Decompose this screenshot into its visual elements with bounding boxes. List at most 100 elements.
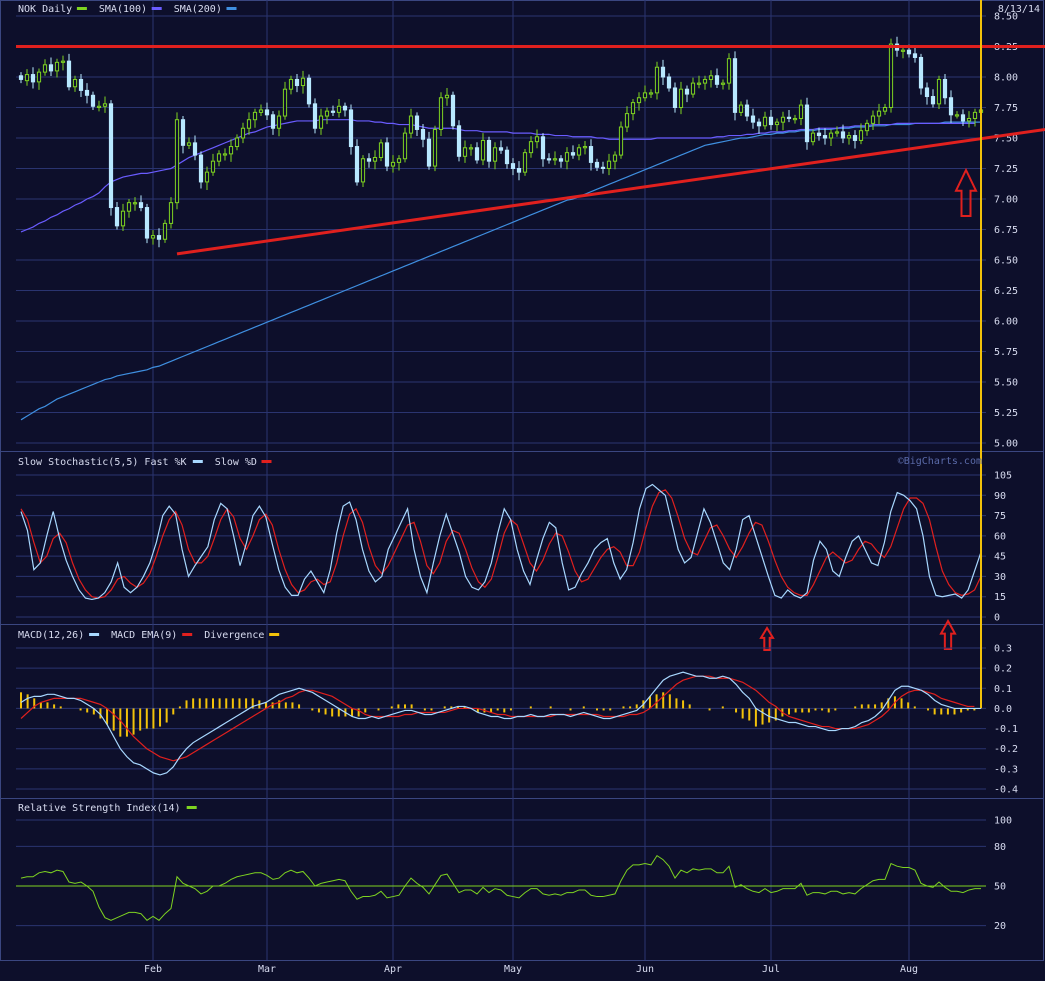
rsi-legend-swatch: [186, 806, 197, 809]
candle-body: [456, 125, 462, 157]
price-legend-swatch: [151, 7, 162, 10]
macd-tick-label: -0.4: [994, 785, 1018, 796]
candle-body: [534, 136, 540, 143]
candle-body: [630, 102, 636, 115]
candle-body: [666, 76, 672, 89]
candle-body: [792, 117, 798, 121]
candle-body: [60, 60, 66, 63]
candle-body: [516, 168, 522, 173]
candle-body: [204, 171, 210, 183]
stoch-tick-label: 0: [994, 613, 1000, 624]
price-tick-label: 5.25: [994, 408, 1018, 419]
rsi-line: [20, 854, 981, 921]
candle-body: [84, 89, 90, 96]
stoch-legend-swatch: [192, 460, 203, 463]
candle-body: [156, 235, 162, 240]
rsi-legend-label: Relative Strength Index(14): [18, 803, 181, 814]
support-trendline: [176, 127, 1045, 256]
candle-body: [966, 117, 972, 122]
price-tick-label: 5.00: [994, 439, 1018, 450]
price-legend-label: SMA(200): [174, 4, 222, 15]
candle-body: [48, 64, 54, 72]
candle-body: [216, 153, 222, 162]
price-tick-label: 5.75: [994, 347, 1018, 358]
candle-body: [726, 58, 732, 84]
candle-body: [468, 147, 474, 150]
price-tick-label: 7.25: [994, 164, 1018, 175]
candle-body: [366, 158, 372, 162]
candle-body: [24, 74, 30, 82]
candle-body: [54, 61, 60, 72]
candle-body: [162, 222, 168, 240]
candle-body: [738, 104, 744, 113]
candle-body: [672, 87, 678, 109]
candle-body: [390, 161, 396, 167]
candle-body: [540, 136, 546, 160]
watermark: ©BigCharts.com: [898, 456, 982, 467]
candle-body: [786, 116, 792, 119]
candle-body: [810, 132, 816, 143]
candle-body: [594, 161, 600, 168]
candle-body: [90, 94, 96, 107]
candle-body: [408, 115, 414, 134]
stoch-tick-label: 15: [994, 592, 1006, 603]
candle-body: [102, 103, 108, 107]
candle-body: [264, 109, 270, 116]
candle-body: [582, 146, 588, 149]
candle-body: [444, 94, 450, 99]
candle-body: [198, 154, 204, 183]
up-arrow-annotation: [954, 167, 978, 217]
month-label: May: [504, 964, 522, 975]
candle-body: [144, 207, 150, 239]
candle-body: [396, 158, 402, 163]
macd-legend-swatch: [269, 633, 280, 636]
candle-body: [846, 135, 852, 139]
stoch-tick-label: 30: [994, 572, 1006, 583]
candle-body: [720, 82, 726, 85]
candle-body: [828, 132, 834, 139]
slow-d-line: [20, 489, 982, 599]
month-label: Jun: [636, 964, 654, 975]
candle-body: [348, 109, 354, 148]
candle-body: [642, 92, 648, 99]
candle-body: [834, 131, 840, 134]
header-date: 8/13/14: [998, 4, 1040, 15]
price-tick-label: 7.50: [994, 134, 1018, 145]
candle-body: [870, 115, 876, 124]
candle-body: [450, 94, 456, 127]
candle-body: [546, 158, 552, 161]
candle-body: [420, 128, 426, 140]
candle-body: [426, 138, 432, 167]
candle-body: [732, 58, 738, 113]
candle-body: [312, 103, 318, 129]
candle-body: [510, 163, 516, 169]
candle-body: [936, 78, 942, 105]
candle-body: [960, 114, 966, 122]
stoch-tick-label: 60: [994, 531, 1006, 542]
candle-body: [924, 87, 930, 98]
candle-body: [648, 92, 654, 95]
sma200-line: [20, 121, 981, 421]
rsi-tick-label: 50: [994, 882, 1006, 893]
candle-body: [570, 152, 576, 156]
candle-body: [30, 74, 36, 83]
month-label: Mar: [258, 964, 276, 975]
candle-body: [342, 105, 348, 111]
candle-body: [210, 160, 216, 173]
rsi-tick-label: 80: [994, 842, 1006, 853]
candle-body: [498, 147, 504, 151]
candle-body: [78, 78, 84, 91]
stoch-tick-label: 75: [994, 511, 1006, 522]
stoch-tick-label: 90: [994, 491, 1006, 502]
macd-tick-label: 0.2: [994, 664, 1012, 675]
candle-body: [750, 115, 756, 123]
candle-body: [138, 202, 144, 209]
candle-body: [588, 146, 594, 163]
macd-tick-label: -0.3: [994, 764, 1018, 775]
candle-body: [504, 149, 510, 165]
candle-body: [72, 78, 78, 88]
price-legend-swatch: [76, 7, 87, 10]
candle-body: [486, 139, 492, 162]
candle-body: [42, 64, 48, 73]
